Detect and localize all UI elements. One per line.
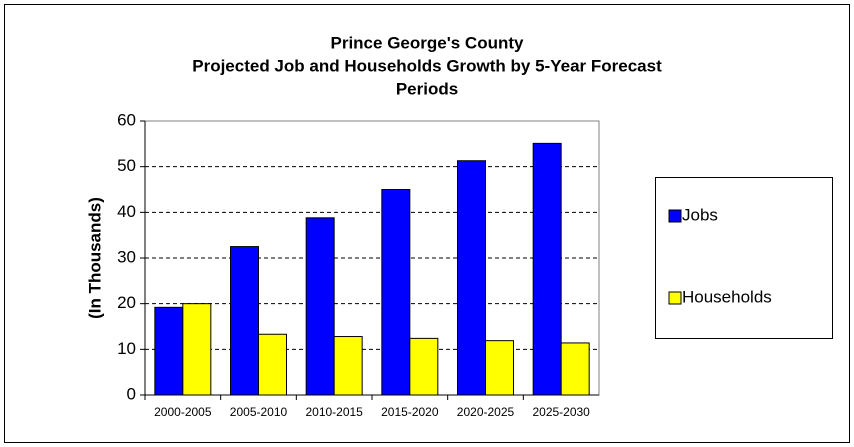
x-tick-label: 2000-2005 (154, 405, 212, 419)
bar (560, 342, 590, 396)
x-tick-label: 2015-2020 (381, 405, 439, 419)
y-tick-label: 60 (117, 110, 136, 129)
y-tick-label: 40 (117, 202, 136, 221)
y-tick-label: 10 (117, 339, 136, 358)
bar (258, 333, 287, 396)
bar (485, 340, 514, 396)
y-tick-label: 30 (117, 247, 136, 266)
legend-swatch (668, 209, 682, 223)
x-tick-label: 2005-2010 (230, 405, 288, 419)
bar (154, 306, 184, 396)
x-tick-label: 2025-2030 (532, 405, 590, 419)
y-tick-label: 50 (117, 156, 136, 175)
chart-title: Projected Job and Households Growth by 5… (192, 56, 662, 75)
bar (333, 336, 363, 396)
y-tick-label: 20 (117, 293, 136, 312)
chart-title: Prince George's County (331, 33, 525, 52)
legend-swatch (668, 291, 682, 305)
bar (457, 160, 486, 396)
chart-title: Periods (396, 79, 458, 98)
legend-label: Households (682, 287, 772, 306)
legend (655, 177, 833, 339)
bar (305, 217, 335, 396)
bar (182, 303, 212, 396)
bar (532, 142, 562, 396)
y-axis-label: (In Thousands) (85, 197, 104, 319)
bar (409, 337, 439, 396)
x-tick-label: 2020-2025 (457, 405, 515, 419)
legend-label: Jobs (682, 205, 718, 224)
bar (381, 189, 411, 396)
x-tick-label: 2010-2015 (305, 405, 363, 419)
bar (230, 246, 259, 396)
y-tick-label: 0 (127, 384, 136, 403)
